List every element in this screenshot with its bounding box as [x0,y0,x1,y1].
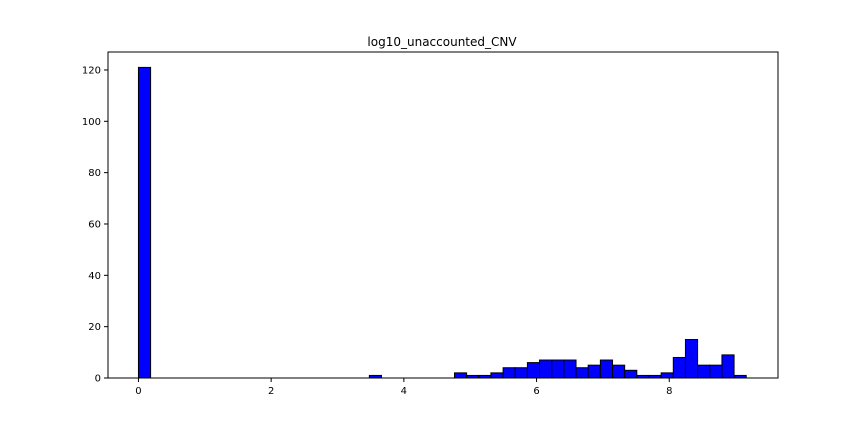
y-tick-label: 100 [82,117,101,128]
histogram-bar [575,367,589,379]
histogram-bar [539,359,553,379]
y-tick-label: 0 [95,374,101,385]
histogram-bar [684,338,699,379]
y-tick-label: 40 [88,271,101,282]
plot-frame [107,51,779,379]
y-axis: 0 20 40 60 80 100 120 [82,65,108,385]
histogram-bar [660,372,674,379]
histogram-bar [599,359,614,379]
y-tick-label: 80 [88,168,101,179]
y-tick-label: 20 [88,322,101,333]
chart-title: log10_unaccounted_CNV [367,35,517,49]
x-tick-label: 4 [401,386,407,397]
y-tick-label: 120 [82,65,101,76]
histogram-bar [526,362,541,379]
x-tick-label: 8 [666,386,672,397]
histogram-bar [624,369,638,379]
histogram-bar [612,364,626,379]
histogram-bar [453,372,468,379]
y-tick-label: 60 [88,219,101,230]
x-tick-label: 2 [268,386,274,397]
histogram-bar [709,364,723,379]
histogram-bar [490,372,504,379]
histogram-bar [137,66,152,379]
histogram-bar [563,359,577,379]
x-axis: 0 2 4 6 8 [135,378,672,397]
histogram-bar [587,364,601,379]
bars-group [137,66,747,379]
histogram-bar [672,356,686,379]
x-tick-label: 6 [533,386,539,397]
histogram-bar [502,367,516,379]
histogram-bar [697,364,711,379]
histogram-bar [551,359,565,379]
x-tick-label: 0 [135,386,141,397]
histogram-bar [514,367,528,379]
histogram-bar [721,354,735,379]
